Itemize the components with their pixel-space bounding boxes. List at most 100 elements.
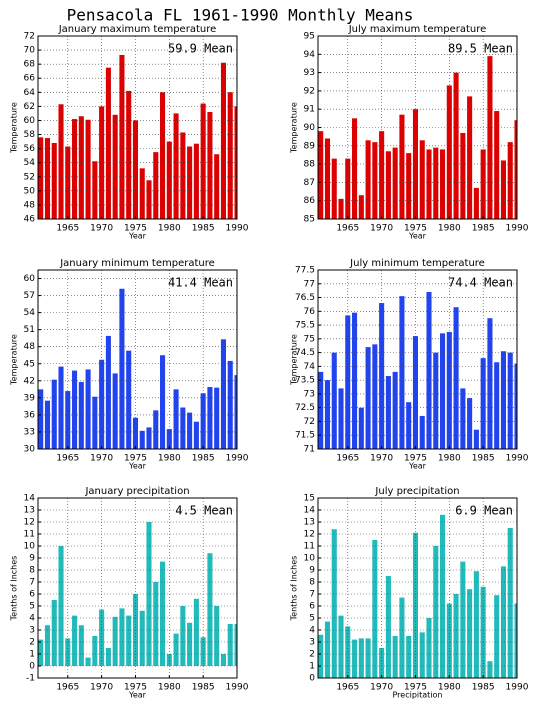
plot bbox=[38, 288, 237, 449]
x-axis-label: Year bbox=[128, 232, 147, 241]
bar bbox=[92, 636, 98, 666]
bar bbox=[331, 529, 337, 678]
bar bbox=[200, 103, 206, 219]
y-tick-label: 10 bbox=[24, 542, 36, 552]
y-tick-label: 39 bbox=[24, 393, 36, 403]
x-tick-label: 1985 bbox=[192, 683, 215, 693]
bar bbox=[65, 146, 71, 219]
bar bbox=[318, 131, 324, 219]
bar bbox=[473, 429, 479, 449]
y-tick-label: 1 bbox=[309, 662, 315, 672]
bar bbox=[200, 393, 206, 449]
y-tick-label: 85 bbox=[304, 215, 315, 225]
bar bbox=[119, 288, 125, 449]
x-tick-label: 1970 bbox=[90, 683, 113, 693]
bar bbox=[112, 114, 118, 219]
x-tick-label: 1990 bbox=[226, 454, 249, 464]
bar bbox=[51, 600, 57, 666]
x-axis-label: Year bbox=[128, 691, 147, 700]
y-tick-label: 95 bbox=[304, 32, 315, 42]
annotation: 59.9 Mean bbox=[168, 42, 233, 56]
bar bbox=[514, 363, 517, 449]
y-axis-label: Temperature bbox=[10, 334, 19, 386]
x-tick-label: 1985 bbox=[472, 683, 495, 693]
bar bbox=[480, 149, 486, 219]
bar bbox=[38, 389, 44, 449]
x-tick-label: 1965 bbox=[56, 454, 79, 464]
y-tick-label: 3 bbox=[309, 638, 315, 648]
page-title: Pensacola FL 1961-1990 Monthly Means bbox=[67, 6, 414, 25]
y-tick-label: 11 bbox=[24, 530, 35, 540]
y-tick-label: 12 bbox=[24, 518, 35, 528]
y-axis-label: Tenths of Inches bbox=[10, 556, 19, 622]
bar bbox=[473, 187, 479, 219]
bar bbox=[440, 149, 446, 219]
y-tick-label: 51 bbox=[24, 325, 35, 335]
bar bbox=[187, 146, 193, 219]
y-tick-label: 91 bbox=[304, 105, 315, 115]
x-tick-label: 1990 bbox=[226, 683, 249, 693]
bar bbox=[112, 373, 118, 449]
plot bbox=[318, 56, 517, 219]
bar bbox=[38, 639, 44, 666]
x-tick-label: 1980 bbox=[438, 683, 461, 693]
bar bbox=[345, 315, 351, 449]
y-tick-label: 48 bbox=[24, 200, 36, 210]
y-axis-label: Tenths of Inches bbox=[290, 556, 299, 622]
bar bbox=[139, 430, 145, 449]
plot-frame bbox=[317, 497, 518, 679]
y-axis-label: Temperature bbox=[290, 102, 299, 154]
bar bbox=[207, 387, 213, 449]
bar bbox=[85, 657, 91, 666]
bar bbox=[446, 603, 452, 678]
bar bbox=[187, 622, 193, 666]
y-tick-label: 75.5 bbox=[295, 321, 315, 331]
y-tick-label: 13 bbox=[24, 506, 35, 516]
y-tick-label: 2 bbox=[309, 650, 315, 660]
y-tick-label: 4 bbox=[309, 626, 315, 636]
y-tick-label: 77 bbox=[304, 279, 315, 289]
y-tick-label: 57 bbox=[24, 291, 35, 301]
y-tick-label: 1 bbox=[29, 650, 35, 660]
chart-title: July precipitation bbox=[374, 486, 459, 497]
annotation: 89.5 Mean bbox=[448, 42, 513, 56]
bar bbox=[385, 151, 391, 219]
bar bbox=[460, 388, 466, 449]
y-tick-label: 75 bbox=[304, 334, 315, 344]
y-tick-label: 71.5 bbox=[295, 431, 315, 441]
y-tick-label: 30 bbox=[24, 445, 36, 455]
bar bbox=[160, 561, 166, 666]
bar bbox=[78, 381, 84, 449]
bar bbox=[214, 606, 220, 666]
bar bbox=[72, 370, 78, 449]
y-tick-label: 93 bbox=[304, 68, 315, 78]
bar bbox=[487, 661, 493, 678]
y-tick-label: 5 bbox=[309, 614, 315, 624]
x-tick-label: 1975 bbox=[124, 224, 147, 234]
bar bbox=[78, 625, 84, 666]
bar bbox=[324, 621, 331, 678]
bar bbox=[419, 632, 425, 678]
y-tick-label: 54 bbox=[24, 158, 36, 168]
y-tick-label: 9 bbox=[29, 554, 35, 564]
bar bbox=[112, 616, 118, 666]
bar bbox=[433, 352, 439, 449]
y-tick-label: 66 bbox=[24, 74, 36, 84]
bar bbox=[392, 636, 398, 678]
x-tick-label: 1990 bbox=[226, 224, 249, 234]
bar bbox=[372, 344, 378, 449]
bar bbox=[365, 347, 371, 449]
bar bbox=[352, 312, 358, 449]
bar bbox=[153, 410, 159, 449]
x-tick-label: 1985 bbox=[192, 224, 215, 234]
bar bbox=[433, 546, 439, 678]
bar bbox=[487, 318, 493, 449]
bar bbox=[105, 67, 111, 219]
x-tick-label: 1980 bbox=[438, 224, 461, 234]
x-tick-label: 1970 bbox=[370, 224, 393, 234]
x-tick-label: 1975 bbox=[404, 224, 427, 234]
bar bbox=[99, 609, 105, 666]
bar bbox=[358, 407, 364, 449]
bar bbox=[324, 380, 331, 449]
